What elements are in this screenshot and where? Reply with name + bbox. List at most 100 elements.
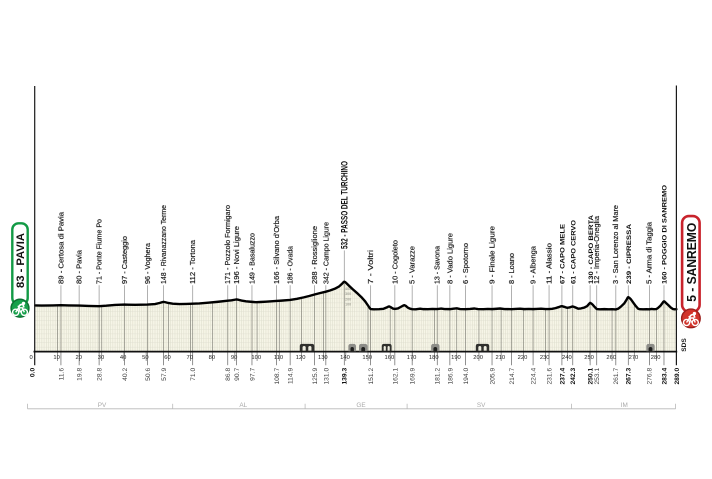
- svg-text:130: 130: [318, 355, 328, 361]
- svg-text:97 - Casteggio: 97 - Casteggio: [120, 236, 128, 284]
- svg-text:205.9: 205.9: [489, 368, 496, 385]
- svg-text:190: 190: [451, 355, 461, 361]
- svg-text:67 - CAPO MELE: 67 - CAPO MELE: [560, 224, 566, 284]
- svg-text:150: 150: [362, 355, 372, 361]
- svg-text:5 - Arma di Taggia: 5 - Arma di Taggia: [645, 221, 653, 284]
- svg-text:PV: PV: [98, 402, 107, 409]
- svg-text:200: 200: [473, 355, 483, 361]
- svg-text:8 - Loano: 8 - Loano: [507, 253, 515, 284]
- svg-text:151.2: 151.2: [368, 368, 375, 385]
- svg-text:6 - Spotorno: 6 - Spotorno: [462, 243, 470, 284]
- svg-text:200: 200: [345, 297, 351, 301]
- svg-text:10: 10: [53, 355, 59, 361]
- svg-text:139.3: 139.3: [342, 368, 349, 385]
- svg-text:270: 270: [629, 355, 639, 361]
- svg-text:180: 180: [429, 355, 439, 361]
- svg-text:149 - Basaluzzo: 149 - Basaluzzo: [248, 233, 256, 284]
- svg-text:214.7: 214.7: [509, 368, 516, 385]
- svg-text:110: 110: [274, 355, 283, 361]
- svg-text:40.2: 40.2: [122, 368, 129, 381]
- svg-text:50.6: 50.6: [145, 368, 152, 381]
- svg-text:130 - CAPO BERTA: 130 - CAPO BERTA: [588, 215, 594, 284]
- svg-text:10 - Cogoleto: 10 - Cogoleto: [391, 240, 399, 284]
- svg-text:30: 30: [98, 355, 104, 361]
- svg-text:267.3: 267.3: [626, 368, 633, 385]
- svg-text:96 - Voghera: 96 - Voghera: [143, 242, 151, 284]
- svg-text:9 - Albenga: 9 - Albenga: [529, 245, 537, 284]
- svg-text:342 - Campo Ligure: 342 - Campo Ligure: [322, 222, 330, 284]
- svg-text:12 - Imperia-Oneglia: 12 - Imperia-Oneglia: [593, 215, 601, 284]
- svg-text:242.3: 242.3: [570, 368, 577, 385]
- svg-text:90: 90: [231, 355, 237, 361]
- svg-text:70: 70: [186, 355, 192, 361]
- svg-text:86.8: 86.8: [225, 368, 232, 381]
- svg-text:AL: AL: [239, 402, 247, 409]
- svg-text:GE: GE: [356, 402, 365, 409]
- svg-text:240: 240: [562, 355, 572, 361]
- svg-text:100: 100: [251, 355, 261, 361]
- svg-text:108.7: 108.7: [274, 368, 281, 385]
- svg-text:170: 170: [407, 355, 417, 361]
- svg-text:0.0: 0.0: [30, 368, 37, 378]
- svg-text:210: 210: [495, 355, 505, 361]
- svg-text:89 - Certosa di Pavia: 89 - Certosa di Pavia: [57, 211, 65, 284]
- svg-text:131.0: 131.0: [323, 368, 330, 385]
- svg-text:83 - PAVIA: 83 - PAVIA: [15, 233, 27, 288]
- svg-text:61 - CAPO CERVO: 61 - CAPO CERVO: [571, 219, 577, 284]
- svg-text:148 - Rivanazzano Terme: 148 - Rivanazzano Terme: [160, 205, 168, 284]
- svg-text:220: 220: [518, 355, 528, 361]
- svg-text:532 - PASSO DEL TURCHINO: 532 - PASSO DEL TURCHINO: [340, 161, 350, 249]
- svg-text:97.7: 97.7: [249, 368, 256, 381]
- svg-text:7 - Voltri: 7 - Voltri: [367, 250, 375, 284]
- svg-text:125.9: 125.9: [312, 368, 319, 385]
- svg-text:71 - Ponte Fiume Po: 71 - Ponte Fiume Po: [95, 219, 103, 284]
- svg-text:71.0: 71.0: [190, 368, 197, 381]
- svg-text:114.9: 114.9: [288, 368, 295, 385]
- svg-text:260: 260: [606, 355, 616, 361]
- svg-text:261.7: 261.7: [613, 368, 620, 385]
- svg-text:40: 40: [120, 355, 126, 361]
- svg-text:194.0: 194.0: [463, 368, 470, 385]
- svg-text:283.4: 283.4: [661, 368, 668, 385]
- svg-text:SDS: SDS: [681, 338, 688, 352]
- svg-text:11.6: 11.6: [58, 368, 65, 381]
- svg-text:289.0: 289.0: [674, 368, 681, 385]
- svg-text:9 - Finale Ligure: 9 - Finale Ligure: [488, 226, 496, 284]
- svg-text:90.7: 90.7: [234, 368, 241, 381]
- svg-text:230: 230: [540, 355, 550, 361]
- svg-text:239 - CIPRESSA: 239 - CIPRESSA: [626, 224, 632, 284]
- svg-text:80 - Pavia: 80 - Pavia: [75, 249, 83, 284]
- svg-text:3 - San Lorenzo al Mare: 3 - San Lorenzo al Mare: [612, 205, 620, 284]
- svg-text:186.9: 186.9: [447, 368, 454, 385]
- svg-text:237.4: 237.4: [559, 368, 566, 385]
- svg-text:171 - Pozzolo Formigaro: 171 - Pozzolo Formigaro: [224, 205, 232, 284]
- svg-text:0: 0: [29, 355, 32, 361]
- svg-text:250: 250: [584, 355, 594, 361]
- svg-text:50: 50: [142, 355, 148, 361]
- svg-text:120: 120: [296, 355, 306, 361]
- svg-text:276.8: 276.8: [647, 368, 654, 385]
- svg-text:169.9: 169.9: [410, 368, 417, 385]
- svg-text:140: 140: [340, 355, 350, 361]
- svg-text:80: 80: [209, 355, 215, 361]
- svg-text:60: 60: [164, 355, 170, 361]
- svg-text:57.9: 57.9: [161, 368, 168, 381]
- svg-text:288 - Rossiglione: 288 - Rossiglione: [310, 226, 318, 284]
- svg-text:160 - POGGIO DI SANREMO: 160 - POGGIO DI SANREMO: [662, 184, 668, 284]
- svg-text:400: 400: [345, 287, 351, 291]
- svg-text:231.6: 231.6: [546, 368, 553, 385]
- svg-text:13 - Savona: 13 - Savona: [433, 245, 441, 284]
- svg-text:253.1: 253.1: [594, 368, 601, 385]
- svg-text:196 - Novi Ligure: 196 - Novi Ligure: [232, 226, 240, 284]
- svg-text:250.1: 250.1: [588, 368, 595, 385]
- svg-text:28.8: 28.8: [97, 368, 104, 381]
- svg-text:20: 20: [76, 355, 82, 361]
- svg-text:162.1: 162.1: [392, 368, 399, 385]
- svg-text:IM: IM: [621, 402, 628, 409]
- svg-text:181.2: 181.2: [435, 368, 442, 385]
- svg-text:11 - Alassio: 11 - Alassio: [545, 243, 553, 284]
- svg-text:100: 100: [345, 303, 351, 307]
- svg-text:5 - SANREMO: 5 - SANREMO: [684, 223, 699, 302]
- svg-text:160: 160: [385, 355, 395, 361]
- svg-text:186 - Ovada: 186 - Ovada: [286, 245, 294, 284]
